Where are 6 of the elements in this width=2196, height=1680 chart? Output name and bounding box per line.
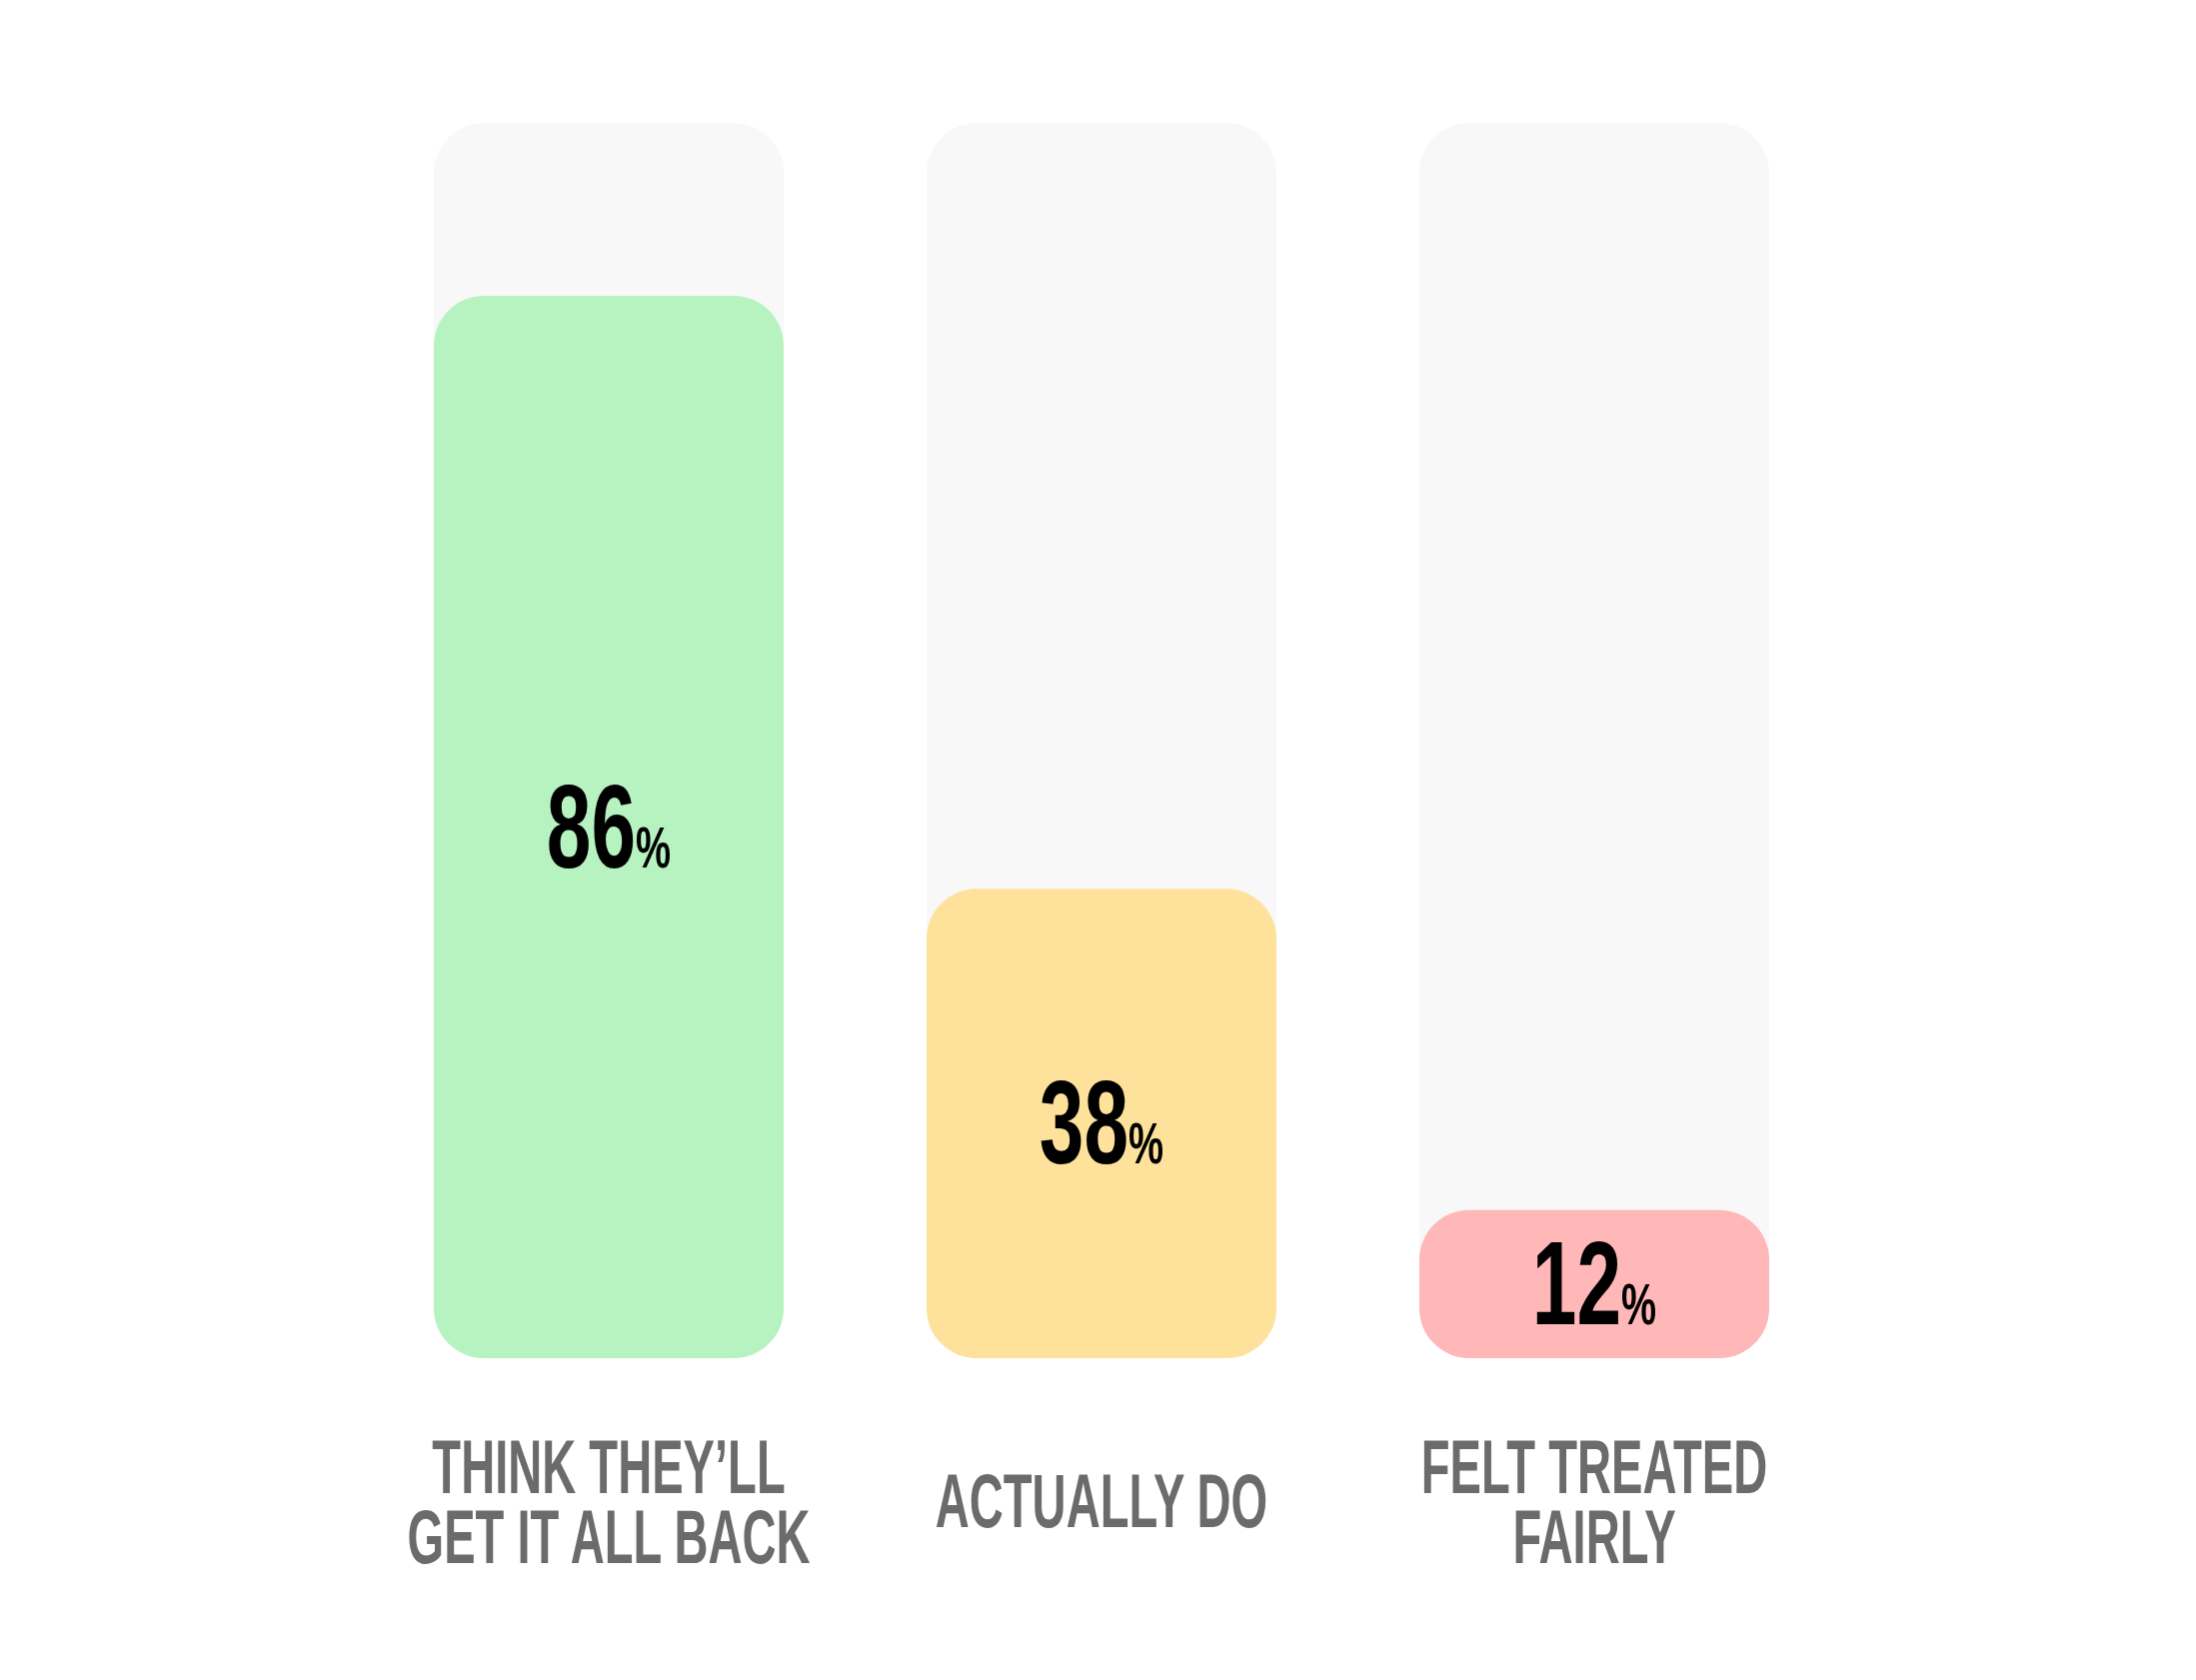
x-tick-label: ACTUALLY DO [935,1458,1268,1543]
data-label: 12% [1531,1217,1657,1349]
x-tick-label: FELT TREATED FAIRLY [1420,1424,1768,1579]
x-tick-label: THINK THEY’LL GET IT ALL BACK [407,1424,811,1579]
data-label: 38% [1039,1056,1164,1188]
data-label: 86% [546,761,672,892]
